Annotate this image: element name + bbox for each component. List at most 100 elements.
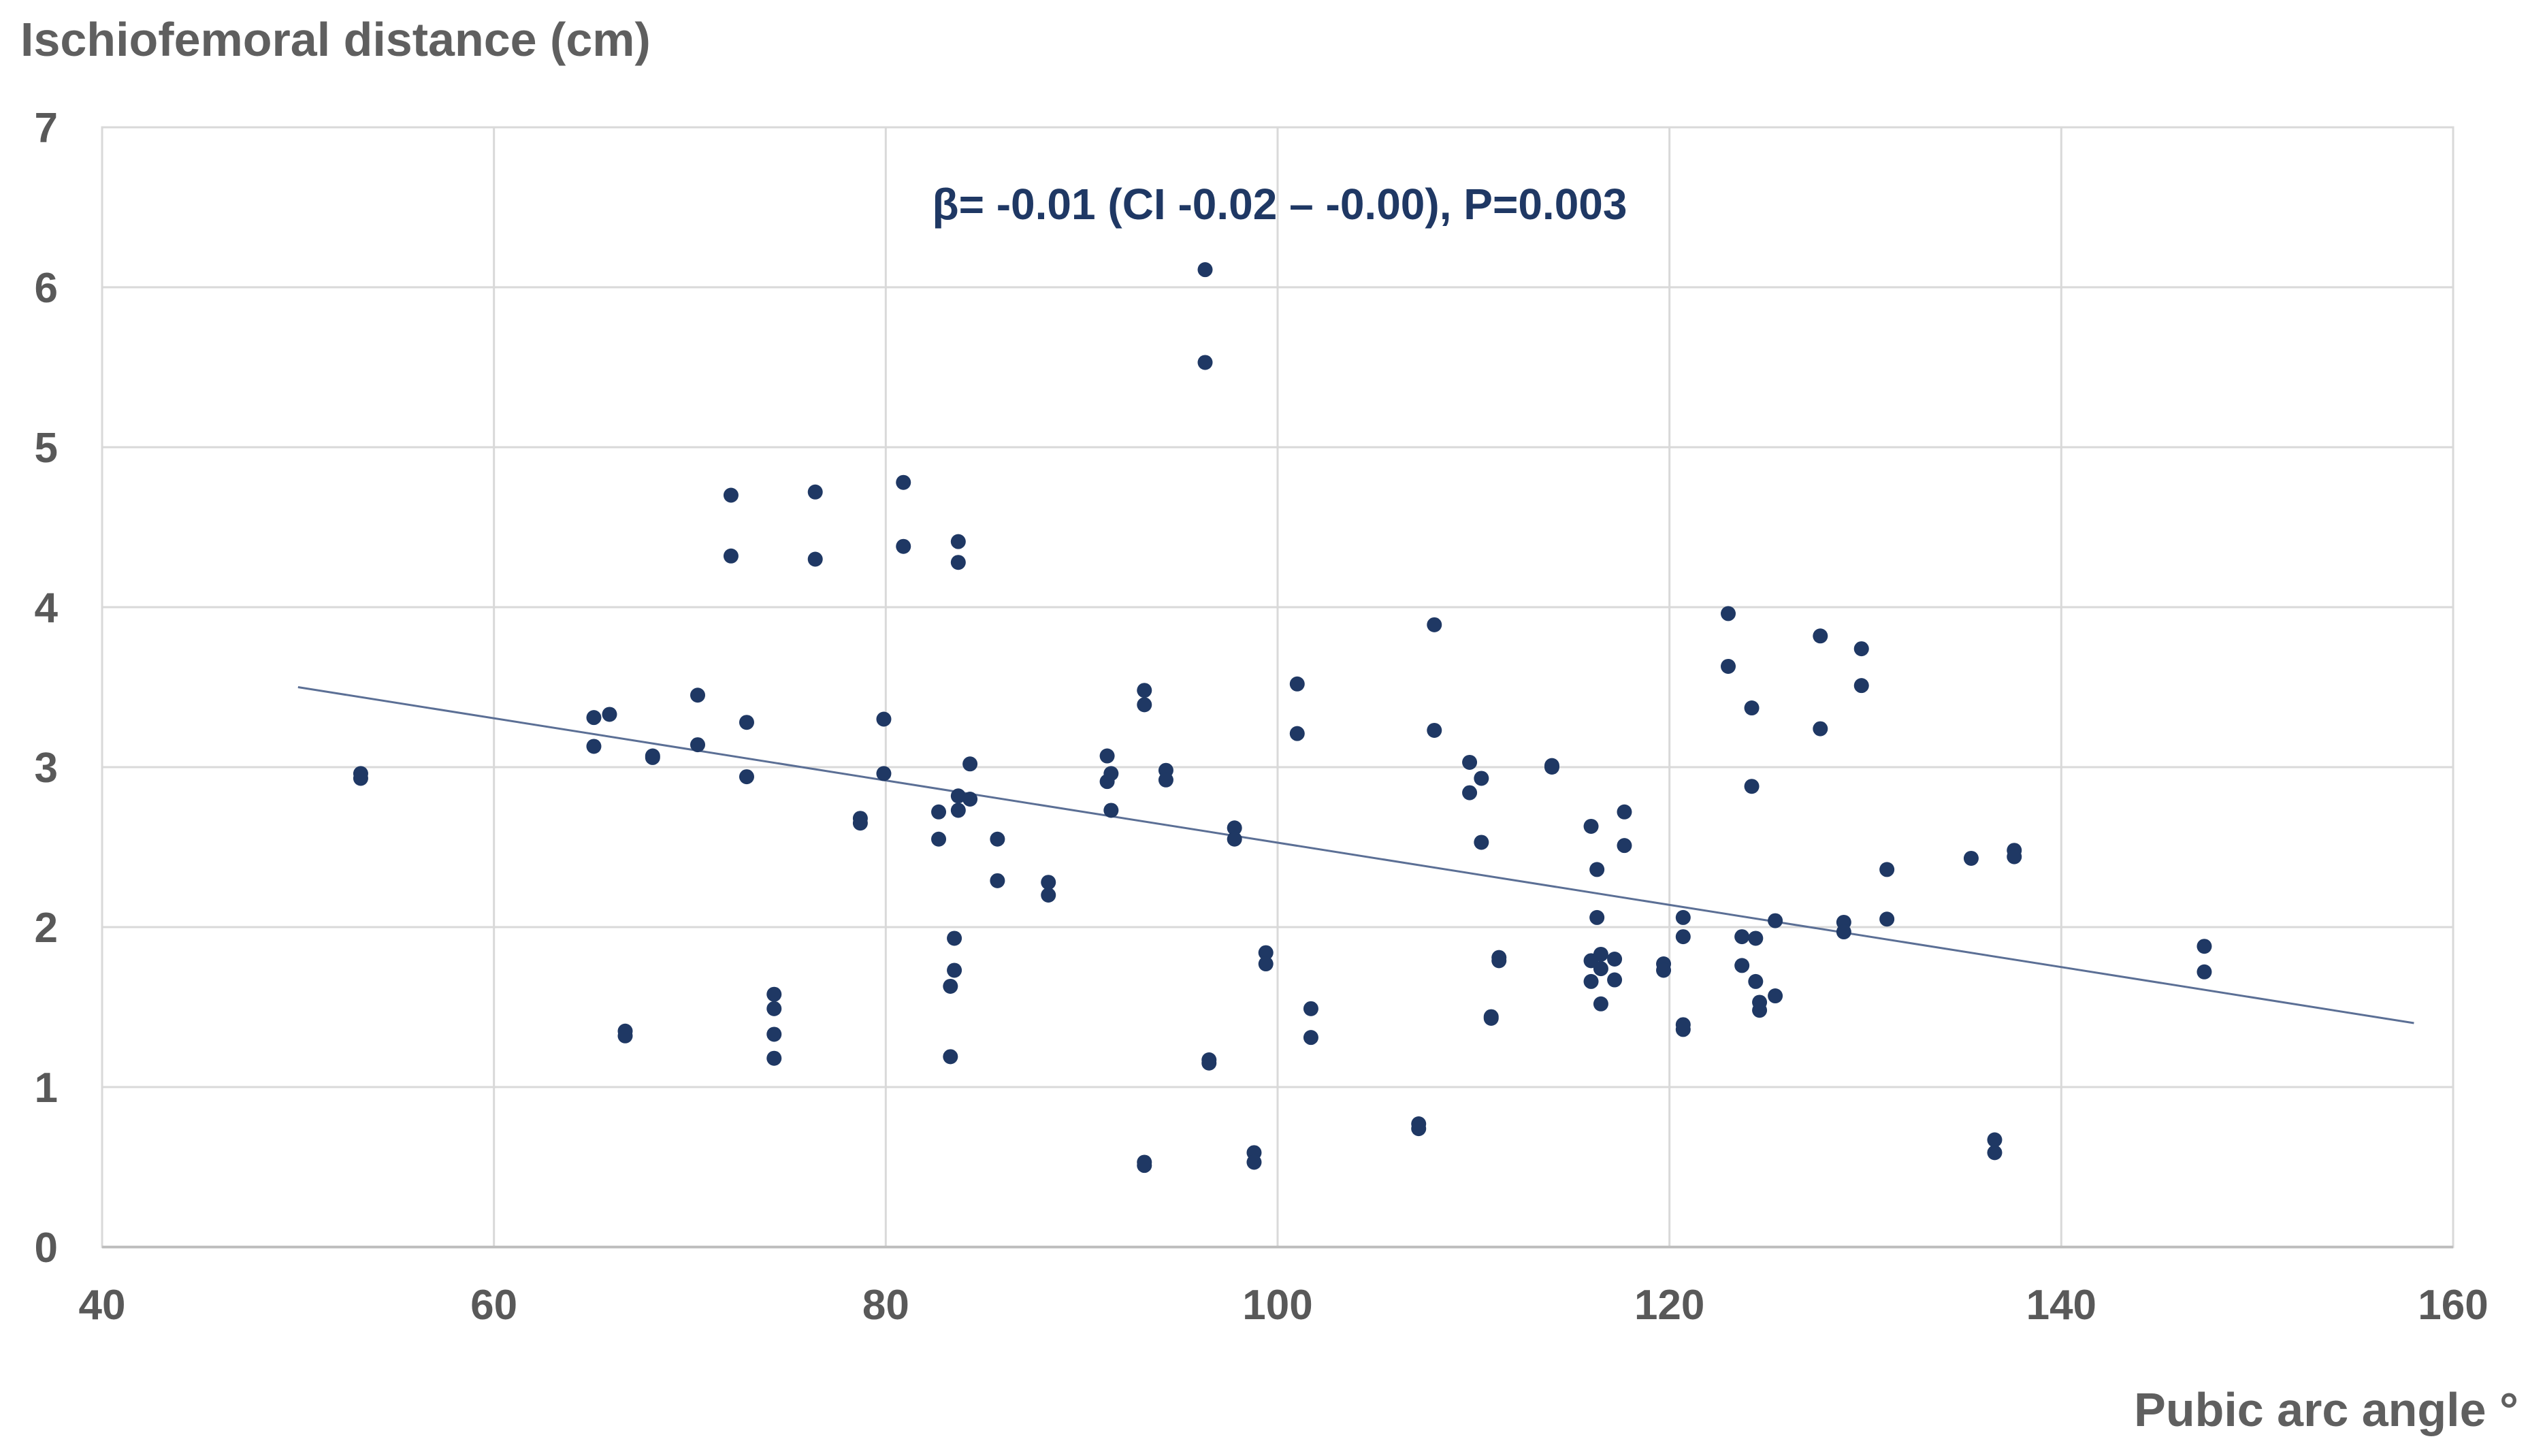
data-point	[1197, 262, 1213, 278]
data-point	[1607, 972, 1623, 988]
data-point	[1593, 996, 1608, 1012]
data-point	[1721, 606, 1736, 621]
data-point	[1734, 929, 1750, 945]
x-tick-label: 60	[470, 1282, 517, 1329]
data-point	[1462, 754, 1478, 770]
data-point	[586, 710, 602, 726]
data-point	[852, 815, 868, 831]
data-point	[947, 962, 962, 978]
data-point	[1103, 766, 1119, 781]
data-point	[950, 788, 966, 804]
data-point	[1583, 818, 1599, 834]
data-point	[1411, 1121, 1427, 1137]
data-point	[766, 1026, 782, 1042]
data-point	[931, 804, 947, 820]
data-point	[2197, 939, 2212, 954]
data-point	[1593, 961, 1608, 977]
data-point	[617, 1028, 633, 1044]
data-point	[947, 931, 962, 946]
data-point	[1289, 676, 1305, 692]
y-tick-label: 1	[35, 1065, 58, 1112]
data-point	[1491, 953, 1507, 969]
data-point	[1748, 931, 1764, 946]
regression-annotation: β= -0.01 (CI -0.02 – -0.00), P=0.003	[933, 180, 1627, 229]
x-axis-title: Pubic arc angle °	[2134, 1383, 2518, 1436]
data-point	[1583, 973, 1599, 989]
data-point	[1607, 952, 1623, 967]
data-point	[723, 487, 739, 503]
data-point	[1813, 628, 1828, 644]
data-point	[1474, 835, 1489, 850]
data-point	[1656, 962, 1672, 978]
data-point	[931, 831, 947, 847]
data-point	[1158, 772, 1173, 788]
data-point	[1675, 1022, 1691, 1037]
data-point	[1041, 888, 1056, 903]
data-point	[1768, 988, 1783, 1004]
data-point	[1987, 1132, 2003, 1148]
data-point	[766, 1050, 782, 1066]
x-tick-label: 160	[2418, 1282, 2488, 1329]
data-point	[1675, 909, 1691, 925]
data-point	[1227, 831, 1242, 847]
data-point	[1617, 804, 1632, 820]
data-point	[1721, 658, 1736, 674]
data-point	[1289, 726, 1305, 741]
data-point	[807, 551, 823, 567]
y-tick-label: 3	[35, 745, 58, 792]
y-tick-label: 0	[35, 1225, 58, 1272]
data-point	[1137, 1158, 1152, 1174]
data-point	[1987, 1145, 2003, 1161]
data-point	[1483, 1010, 1499, 1026]
data-point	[739, 769, 754, 785]
data-point	[950, 803, 966, 818]
data-point	[1617, 838, 1632, 854]
data-point	[690, 737, 706, 753]
data-point	[876, 766, 892, 781]
x-tick-label: 120	[1634, 1282, 1704, 1329]
data-point	[1813, 721, 1828, 737]
data-point	[990, 873, 1005, 888]
data-point	[602, 707, 617, 722]
y-tick-label: 2	[35, 905, 58, 952]
data-point	[1137, 697, 1152, 713]
data-point	[1853, 678, 1869, 694]
data-point	[766, 986, 782, 1002]
data-point	[2197, 964, 2212, 980]
data-point	[1589, 862, 1605, 877]
data-point	[1258, 956, 1274, 972]
data-point	[943, 1049, 958, 1065]
tick-labels: 0 1 2 3 4 5 6 7 40 60 80 100 120 140 160	[35, 105, 2489, 1329]
data-point	[1137, 683, 1152, 698]
data-point	[586, 739, 602, 754]
data-point	[807, 484, 823, 500]
x-tick-label: 100	[1242, 1282, 1312, 1329]
data-point	[1836, 924, 1851, 940]
data-point	[1544, 760, 1559, 775]
data-point	[1099, 748, 1115, 764]
y-tick-label: 6	[35, 265, 58, 312]
data-point	[896, 474, 911, 490]
x-tick-label: 80	[862, 1282, 909, 1329]
data-point	[1675, 929, 1691, 945]
data-point	[1246, 1154, 1262, 1170]
data-point	[1474, 771, 1489, 786]
data-point	[1744, 700, 1760, 716]
data-point	[950, 555, 966, 570]
data-point	[1303, 1001, 1318, 1016]
data-point	[2007, 849, 2022, 864]
data-point	[896, 538, 911, 554]
data-point	[1748, 973, 1764, 989]
x-tick-label: 140	[2026, 1282, 2096, 1329]
data-point	[1768, 913, 1783, 928]
data-point	[1734, 958, 1750, 973]
data-point	[723, 548, 739, 564]
data-point	[739, 715, 754, 730]
data-point	[645, 749, 660, 765]
data-point	[1303, 1030, 1318, 1046]
data-point	[876, 711, 892, 727]
data-point	[990, 831, 1005, 847]
data-point	[950, 534, 966, 549]
data-point	[1258, 945, 1274, 960]
